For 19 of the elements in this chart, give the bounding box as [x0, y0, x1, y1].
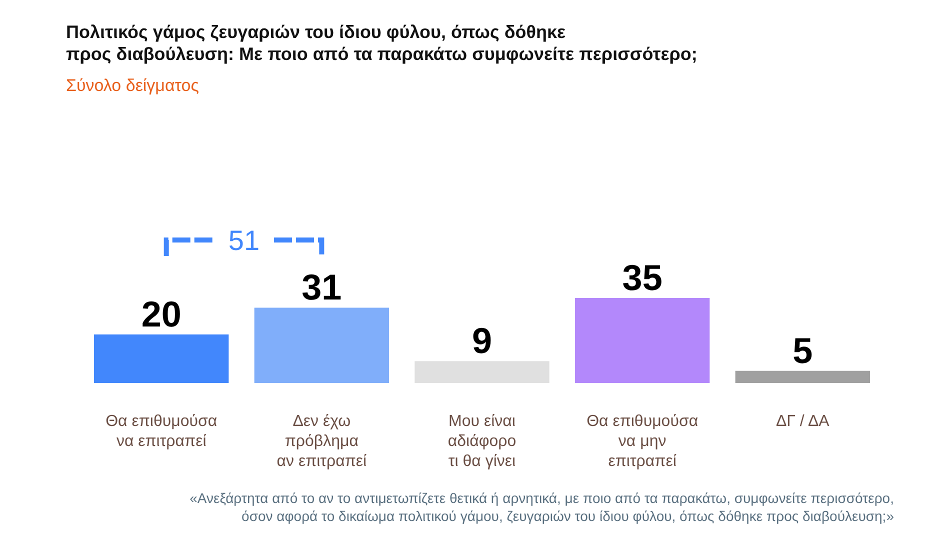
text: 51 [228, 225, 260, 256]
data-label: 5 [792, 330, 813, 371]
x-tick-label: ΔΓ / ΔΑ [776, 413, 830, 430]
x-tick-label: Μου είναι αδιάφορο τι θα γίνει [448, 413, 516, 470]
data-label: 9 [472, 320, 492, 362]
chart-subtitle: Σύνολο δείγματος [66, 76, 199, 95]
bar [254, 308, 390, 383]
bar [94, 334, 229, 383]
x-tick-label: Δεν έχω πρόβλημα αν επιτραπεί [276, 413, 368, 470]
text: «Ανεξάρτητα από το αν το αντιμετωπίζετε θετικά ή αρνητικά, με ποιο από τα παρακάτω, συμφωνείτε περισσότερο, όσον αφορά το δικαίωμα πολιτικού γάμου, ζευγαριών του ίδιου φύλου, όπως δόθηκε προς διαβούλευση;» [190, 490, 894, 524]
chart-title: Πολιτικός γάμος ζευγαριών του ίδιου φύλου, όπως δόθηκε προς διαβούλευση: Με ποιο από τα παρακάτω συμφωνείτε περισσότερο; [66, 22, 698, 64]
data-label: 31 [302, 266, 342, 308]
data-label: 35 [622, 257, 662, 298]
bar [414, 361, 550, 383]
data-label: 20 [141, 293, 182, 334]
x-tick-label: Θα επιθυμούσα να μην επιτραπεί [586, 413, 698, 470]
x-tick-label: Θα επιθυμούσα να επιτραπεί [106, 413, 218, 450]
bar [574, 298, 710, 383]
bar [735, 370, 870, 383]
